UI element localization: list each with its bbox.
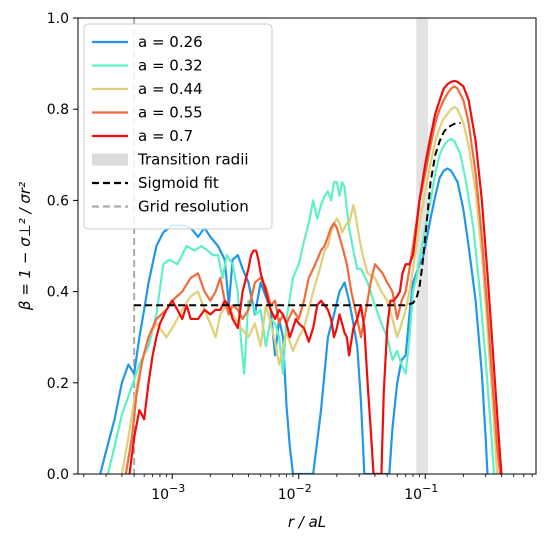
- y-tick-label: 1.0: [47, 11, 69, 27]
- series-line-2: [120, 105, 499, 474]
- y-axis-label: β = 1 − σ⊥² / σr²: [16, 182, 34, 311]
- legend-box: [83, 23, 273, 230]
- sigmoid-fit-line: [134, 121, 461, 307]
- legend-label: a = 0.32: [138, 57, 203, 75]
- y-tick-label: 0.8: [47, 102, 69, 118]
- x-tick-label: 10−3: [151, 482, 185, 503]
- plot-area: [99, 18, 503, 474]
- x-axis: 10−3 10−2 10−1: [83, 474, 533, 503]
- axis-labels: r / aL β = 1 − σ⊥² / σr²: [16, 182, 326, 531]
- y-tick-label: 0.4: [47, 285, 69, 301]
- series-line-1: [106, 137, 496, 474]
- x-tick-label: 10−1: [404, 482, 438, 503]
- legend-label: a = 0.7: [138, 127, 193, 145]
- legend-label: a = 0.44: [138, 80, 203, 98]
- x-tick-label: 10−2: [278, 482, 312, 503]
- y-axis: 0.0 0.2 0.4 0.6 0.8 1.0: [47, 11, 78, 483]
- legend-label: a = 0.55: [138, 104, 203, 122]
- series-line-4: [128, 79, 503, 474]
- legend-label: a = 0.26: [138, 33, 203, 51]
- legend-label: Transition radii: [137, 151, 249, 169]
- y-tick-label: 0.2: [47, 376, 69, 392]
- x-axis-label: r / aL: [288, 513, 326, 531]
- legend-label: Grid resolution: [138, 198, 249, 216]
- legend-swatch: [92, 153, 128, 166]
- y-tick-label: 0.6: [47, 193, 69, 209]
- legend-label: Sigmoid fit: [138, 174, 219, 192]
- series-line-3: [124, 85, 502, 474]
- sigmoid-fit-layer: [134, 121, 461, 307]
- y-tick-label: 0.0: [47, 467, 69, 483]
- legend: a = 0.26 a = 0.32 a = 0.44 a = 0.55 a = 0.7 T…: [83, 23, 273, 230]
- plot-frame: [77, 17, 537, 475]
